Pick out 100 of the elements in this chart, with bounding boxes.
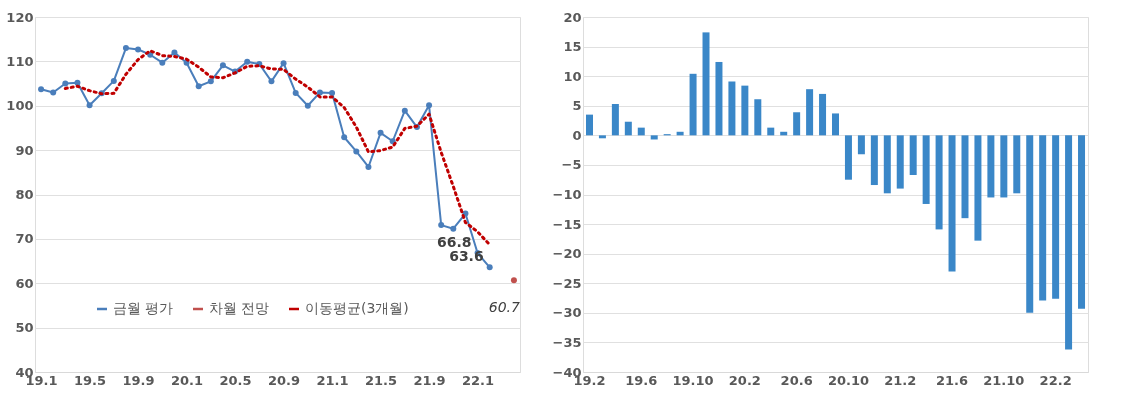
point (341, 134, 348, 141)
x-tick-label: 21.6 (936, 372, 969, 388)
y-tick-label: 50 (15, 320, 34, 336)
bar (728, 81, 736, 136)
bar (870, 135, 878, 186)
x-tick-label: 21.9 (413, 372, 446, 388)
x-tick-label: 19.6 (625, 372, 658, 388)
point (122, 45, 129, 52)
point (353, 148, 360, 155)
x-tick-label: 21.2 (884, 372, 917, 388)
x-tick-label: 19.5 (74, 372, 107, 388)
legend-label: 차월 전망 (209, 300, 270, 316)
bar (844, 135, 852, 180)
legend-label: 이동평균(3개월) (305, 300, 409, 316)
x-tick-label: 20.9 (268, 372, 301, 388)
bar (637, 127, 645, 136)
y-tick-label: 100 (6, 98, 34, 114)
bar (598, 135, 606, 139)
point (159, 59, 166, 66)
point (207, 78, 214, 85)
data-label: 66.8 (437, 234, 472, 251)
data-label: 60.7 (488, 299, 521, 316)
bar (896, 135, 904, 189)
point (62, 80, 69, 87)
point (365, 163, 372, 170)
bar (702, 32, 710, 136)
bar (1000, 135, 1008, 198)
bar (806, 89, 814, 136)
point (110, 77, 117, 84)
y-tick-label: 90 (15, 142, 34, 158)
y-tick-label: 15 (563, 39, 582, 55)
bar (1013, 135, 1021, 194)
x-tick-label: 21.10 (983, 372, 1025, 388)
x-tick-label: 19.9 (122, 372, 155, 388)
bar (611, 103, 619, 136)
y-tick-label: 60 (15, 275, 34, 291)
bar (961, 135, 969, 219)
bar (650, 135, 658, 140)
line-series (63, 49, 492, 247)
x-tick-label: 20.10 (827, 372, 870, 388)
point (329, 89, 336, 96)
y-tick-label: 110 (6, 53, 34, 69)
y-tick-label: −25 (552, 275, 582, 291)
point (135, 46, 142, 53)
point (292, 89, 299, 96)
y-tick-label: −10 (552, 187, 582, 202)
bar (689, 73, 697, 136)
bar (1052, 135, 1060, 299)
legend-label: 금월 평가 (113, 300, 174, 316)
point (50, 89, 57, 96)
y-tick-label: 5 (572, 98, 582, 114)
y-tick-label: 70 (15, 231, 34, 247)
bar (741, 85, 749, 136)
bar (935, 135, 943, 230)
x-tick-label: 20.2 (728, 372, 761, 388)
x-tick-label: 20.1 (171, 372, 204, 388)
y-tick-label: 10 (563, 68, 582, 84)
data-label: 63.6 (449, 248, 484, 265)
x-tick-label: 20.6 (780, 372, 813, 388)
bar (857, 135, 865, 155)
bar (948, 135, 956, 272)
y-tick-label: −15 (552, 216, 582, 232)
bar (715, 61, 723, 136)
bar (585, 114, 593, 136)
y-tick-label: 80 (15, 187, 34, 202)
y-tick-label: 0 (572, 127, 582, 143)
x-tick-label: 19.10 (672, 372, 714, 388)
bar (1065, 135, 1073, 350)
point (74, 79, 81, 86)
y-tick-label: −20 (552, 246, 582, 262)
y-tick-label: 120 (6, 9, 34, 25)
point (244, 58, 251, 65)
x-tick-label: 22.1 (462, 372, 495, 388)
bar (754, 99, 762, 136)
bar (883, 135, 891, 194)
point (171, 49, 178, 56)
point (304, 102, 311, 109)
y-tick-label: −35 (552, 334, 582, 350)
x-tick-label: 22.2 (1039, 372, 1072, 388)
point (268, 78, 275, 85)
bar (1039, 135, 1047, 301)
point (280, 60, 287, 67)
bar (1078, 135, 1086, 309)
bar (922, 135, 930, 204)
y-tick-label: 20 (563, 9, 582, 25)
point (389, 138, 396, 145)
x-tick-label: 21.1 (316, 372, 349, 388)
x-tick-label: 21.5 (365, 372, 398, 388)
y-tick-label: −5 (561, 157, 582, 173)
point (38, 86, 45, 93)
point (377, 129, 384, 136)
point (195, 83, 202, 90)
bar (819, 93, 827, 136)
point (219, 62, 226, 69)
bar (624, 121, 632, 136)
x-tick-label: 20.5 (219, 372, 252, 388)
point (86, 102, 93, 109)
point (450, 225, 457, 232)
point (426, 102, 433, 109)
bar (832, 113, 839, 136)
